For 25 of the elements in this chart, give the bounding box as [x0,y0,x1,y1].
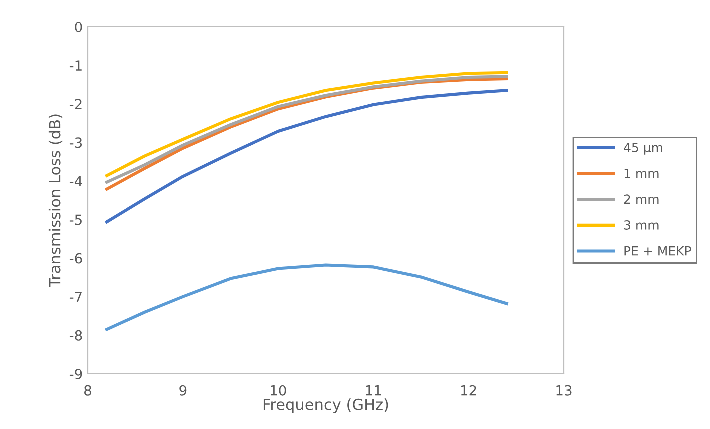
legend-label: 1 mm [624,168,659,178]
legend-label: 2 mm [624,194,659,204]
x-tick-label: 10 [271,385,286,396]
y-tick-label: -3 [70,138,82,148]
x-tick-label: 12 [461,385,476,396]
x-tick-label: 13 [556,385,572,396]
x-tick-label: 9 [180,385,187,396]
line-series [106,89,508,224]
y-tick-label: -5 [70,214,82,226]
y-tick-label: -9 [70,368,82,380]
legend-label: 45 µm [624,143,662,155]
y-tick-label: 0 [75,22,82,32]
x-tick-label: 11 [366,386,382,396]
legend-label: 3 mm [624,220,659,230]
legend-label: PE + MEKP [624,246,692,256]
y-axis-title: Transmission Loss (dB) [48,114,63,288]
x-axis-title: Frequency (GHz) [264,398,388,414]
y-tick-label: -2 [70,99,82,110]
y-tick-label: -4 [70,176,82,186]
y-tick-label: -1 [70,60,82,71]
x-tick-label: 8 [84,385,92,396]
y-tick-label: -7 [70,292,82,302]
y-tick-label: -8 [70,330,82,341]
y-tick-label: -6 [70,253,82,264]
line-series [106,264,508,332]
